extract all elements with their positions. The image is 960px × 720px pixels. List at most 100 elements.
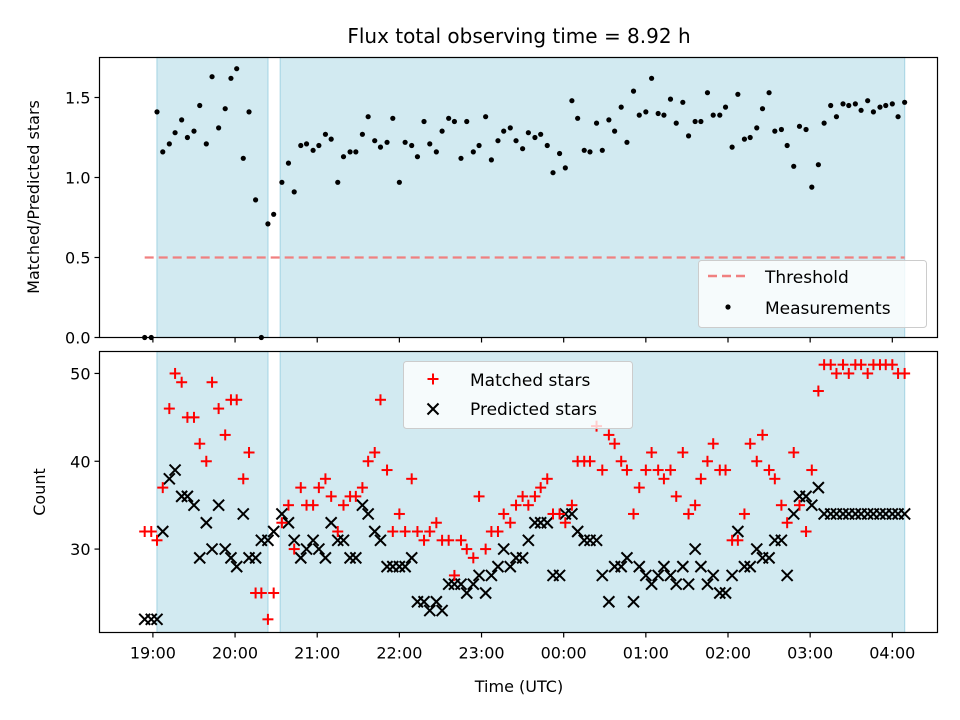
matched-point <box>596 464 608 476</box>
predicted-point <box>380 560 394 573</box>
predicted-point-b <box>799 490 813 503</box>
predicted-point <box>633 560 646 573</box>
measurement-point <box>298 142 304 149</box>
predicted-point <box>467 577 480 591</box>
measurement-point <box>520 146 526 152</box>
predicted-point-b <box>435 604 449 617</box>
predicted-point-b <box>300 542 313 556</box>
matched-point <box>664 464 676 476</box>
matched-point <box>255 587 267 599</box>
predicted-point-b <box>787 507 800 521</box>
predicted-point-b <box>861 507 874 521</box>
predicted-point <box>762 551 776 565</box>
measurement-point <box>246 109 252 115</box>
predicted-point-b <box>331 534 344 547</box>
x-tick-label: 20:00 <box>212 644 258 663</box>
legend-predicted-swatch <box>426 402 440 416</box>
matched-point <box>369 446 381 458</box>
predicted-point <box>639 569 653 582</box>
measurement-point <box>184 134 191 141</box>
matched-point <box>658 473 670 485</box>
measurement-point <box>240 155 246 161</box>
matched-point <box>646 446 658 458</box>
measurement-point <box>166 141 172 147</box>
matched-point <box>886 359 898 371</box>
matched-point <box>812 385 824 397</box>
predicted-point <box>200 516 213 529</box>
predicted-point-b <box>725 569 739 582</box>
predicted-point-b <box>898 507 911 521</box>
predicted-point-b <box>682 577 695 591</box>
predicted-point <box>590 534 603 547</box>
measurement-point <box>581 147 587 153</box>
predicted-point-b <box>168 463 182 477</box>
y-tick-label: 50 <box>70 364 90 383</box>
measurement-point <box>347 149 353 155</box>
predicted-point-b <box>516 551 529 565</box>
predicted-point-b <box>590 534 603 547</box>
measurement-point <box>310 147 316 153</box>
matched-point <box>381 464 393 476</box>
y-tick-label: 0.0 <box>65 329 90 348</box>
predicted-point <box>187 498 201 512</box>
measurement-point <box>427 141 433 147</box>
predicted-point-b <box>614 560 628 573</box>
measurement-point <box>439 128 445 134</box>
predicted-point <box>156 525 169 538</box>
measurement-point <box>172 130 178 136</box>
predicted-point-b <box>200 516 213 529</box>
matched-point <box>231 394 243 406</box>
predicted-point-b <box>602 595 616 608</box>
measurement-point <box>470 149 476 155</box>
predicted-point-b <box>596 569 609 582</box>
matched-point <box>157 482 169 494</box>
predicted-point <box>150 613 164 626</box>
predicted-point <box>873 507 887 521</box>
measurement-point <box>328 136 334 142</box>
measurement-point <box>451 118 458 125</box>
predicted-point <box>435 604 449 617</box>
measurement-point <box>359 131 366 137</box>
measurement-point <box>562 165 568 171</box>
predicted-point <box>670 577 683 591</box>
predicted-point <box>799 490 813 503</box>
measurement-point <box>889 101 895 107</box>
matched-point <box>163 403 175 415</box>
predicted-point <box>571 525 584 538</box>
predicted-point-b <box>528 516 542 529</box>
measurement-point <box>612 128 618 134</box>
measurement-point <box>877 104 883 110</box>
measurement-point <box>624 139 630 145</box>
predicted-point-b <box>812 481 825 494</box>
matched-point <box>145 526 157 538</box>
matched-point <box>350 490 362 502</box>
matched-point <box>566 499 578 511</box>
matched-point <box>541 473 553 485</box>
matched-point <box>720 464 732 476</box>
predicted-point <box>374 534 387 547</box>
predicted-point-b <box>205 542 219 556</box>
predicted-point <box>393 560 406 573</box>
measurement-point <box>507 125 513 131</box>
predicted-point-b <box>657 560 671 573</box>
predicted-point-b <box>743 560 757 573</box>
predicted-point-b <box>380 560 394 573</box>
predicted-point <box>175 490 188 503</box>
matched-point <box>830 367 842 379</box>
predicted-point-b <box>282 516 295 529</box>
measurement-point <box>661 112 667 118</box>
predicted-point <box>205 542 219 556</box>
measurement-points <box>142 66 908 341</box>
predicted-point <box>528 516 542 529</box>
predicted-point-b <box>485 569 498 582</box>
predicted-point <box>824 507 837 521</box>
matched-point <box>769 473 781 485</box>
matched-point <box>288 543 300 555</box>
matched-point <box>751 455 763 467</box>
predicted-point-b <box>423 604 436 617</box>
bottom-legend-box <box>403 361 633 429</box>
predicted-point <box>300 542 313 556</box>
predicted-point <box>713 586 726 600</box>
predicted-point <box>565 507 579 521</box>
